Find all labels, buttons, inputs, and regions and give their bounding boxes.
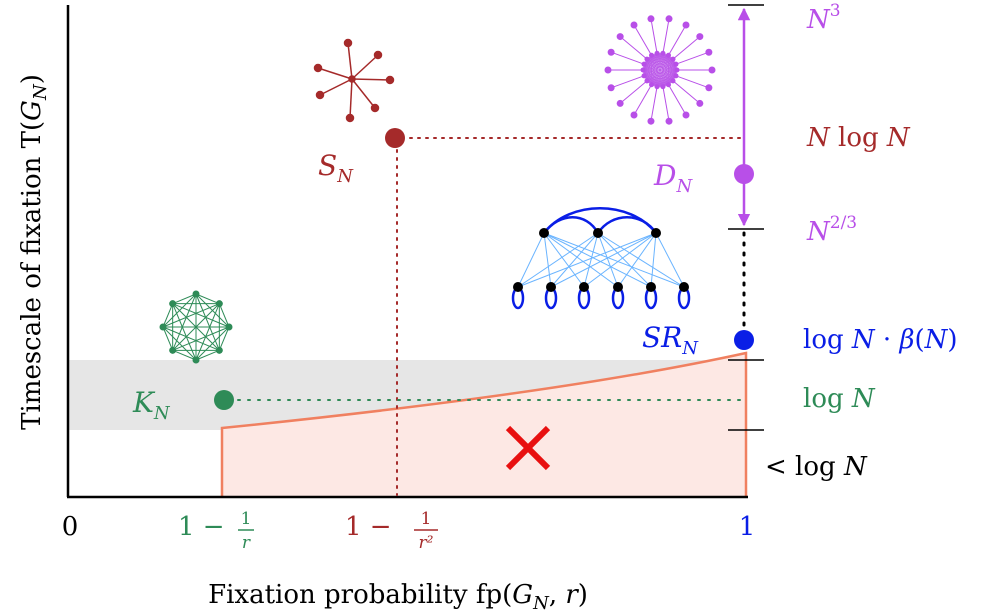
x-tick-one-minus-inv-r2: 1 − 1 r²: [345, 509, 438, 553]
x-tick-one: 1: [739, 512, 756, 542]
label-dn: DN: [653, 159, 693, 197]
complete-graph-icon: [159, 290, 233, 364]
label-n-cubed: N3: [806, 1, 841, 35]
dn-point: [734, 164, 754, 184]
label-n-log-n: N log N: [806, 123, 911, 153]
kn-point: [214, 390, 234, 410]
y-axis-label: Timescale of fixation T(GN): [17, 74, 51, 430]
svg-text:1: 1: [241, 509, 252, 529]
sn-point: [385, 128, 405, 148]
x-mark-icon: [505, 425, 551, 471]
label-less-than-log-n: < log N: [765, 452, 868, 482]
star-graph-icon: [313, 38, 395, 123]
dense-graph-icon: [604, 15, 716, 125]
label-n-two-thirds: N2/3: [806, 213, 857, 247]
svg-text:1: 1: [421, 509, 432, 529]
forbidden-region: [222, 353, 746, 497]
bipartite-graph-icon: [511, 207, 691, 310]
x-axis-label: Fixation probability fp(GN, r): [208, 580, 588, 614]
forbidden-boundary-curve: [220, 351, 748, 497]
svg-text:r²: r²: [419, 533, 434, 553]
svg-text:r: r: [242, 533, 251, 553]
x-tick-zero: 0: [62, 512, 79, 542]
svg-text:1 −: 1 −: [178, 512, 225, 542]
right-ticks: [728, 4, 764, 431]
label-log-n: log N: [803, 384, 876, 414]
label-srn: SRN: [642, 321, 699, 359]
label-log-n-beta: log N · β(N): [803, 325, 958, 355]
x-tick-one-minus-inv-r: 1 − 1 r: [178, 509, 254, 553]
label-sn: SN: [318, 149, 354, 187]
srn-point: [734, 330, 754, 350]
svg-text:1 −: 1 −: [345, 512, 392, 542]
